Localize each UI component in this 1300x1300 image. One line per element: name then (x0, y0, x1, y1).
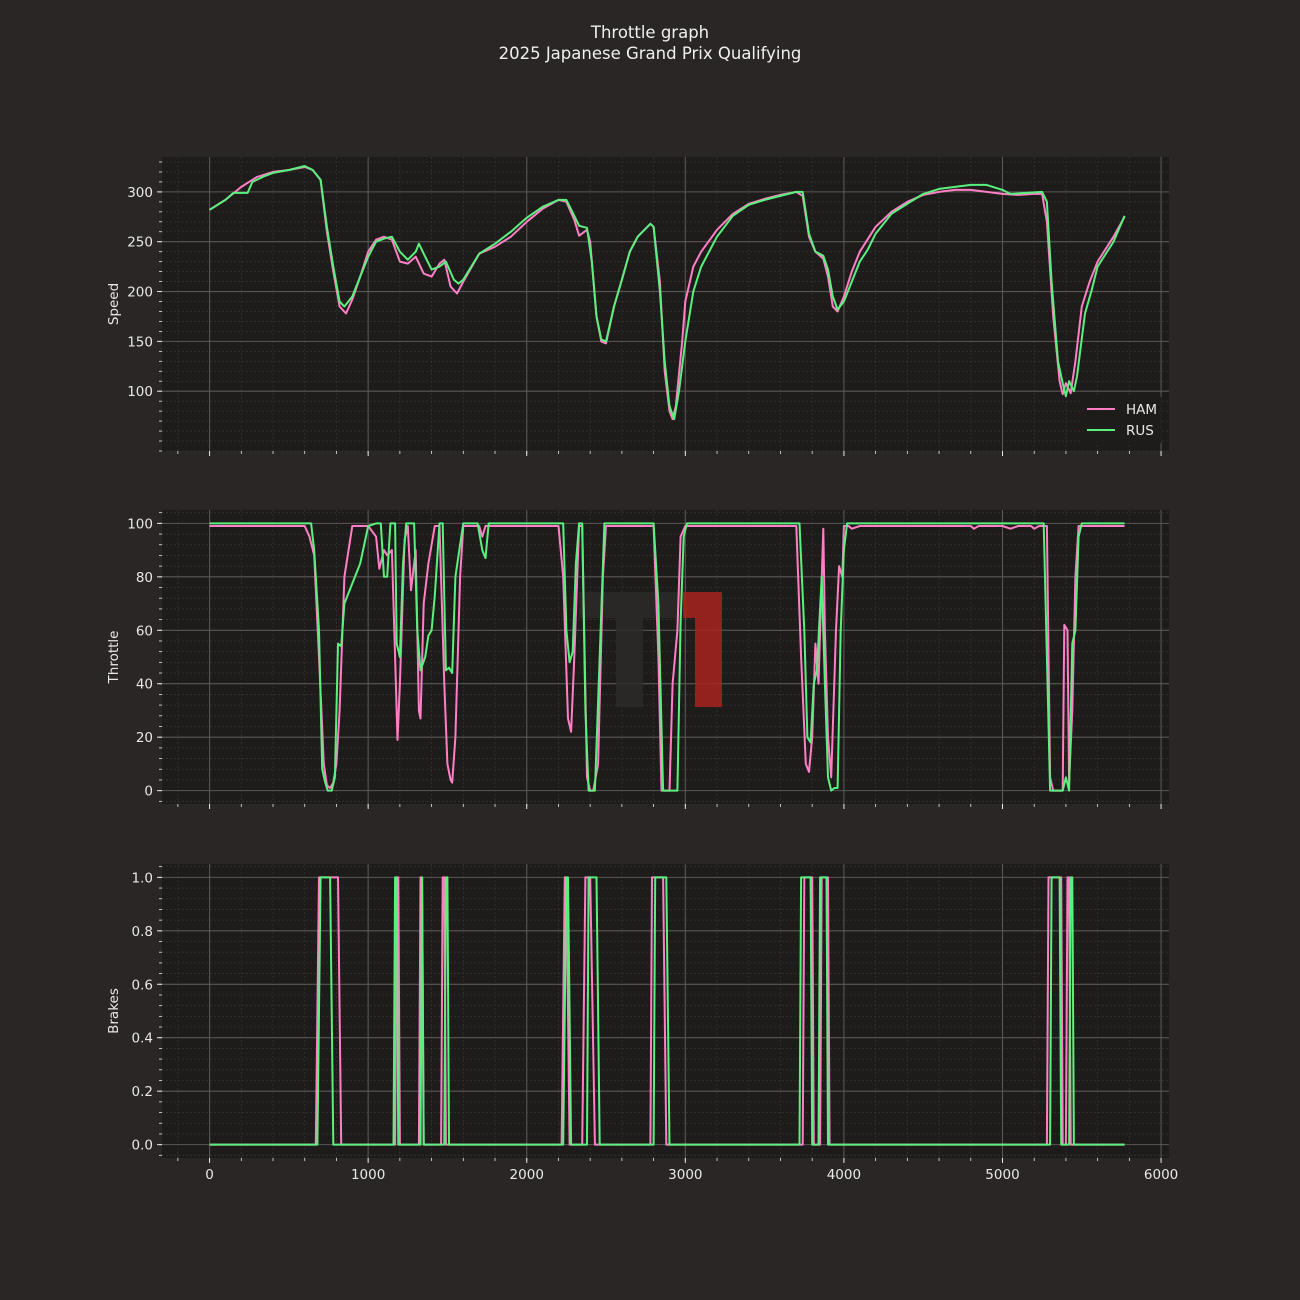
y-axis-label: Throttle (106, 631, 122, 685)
legend-label-rus: RUS (1126, 423, 1154, 439)
y-tick-label: 20 (136, 730, 153, 746)
x-tick-label: 2000 (510, 1167, 544, 1183)
x-tick-label: 4000 (827, 1167, 861, 1183)
x-tick-label: 0 (205, 1167, 214, 1183)
y-tick-label: 100 (127, 384, 153, 400)
plot-area (162, 510, 1169, 804)
y-axis-label: Speed (106, 283, 122, 325)
chart-subtitle: 2025 Japanese Grand Prix Qualifying (498, 44, 802, 63)
x-tick-label: 5000 (985, 1167, 1019, 1183)
series-line-ham (209, 525, 1125, 792)
y-tick-label: 40 (136, 677, 153, 693)
y-tick-label: 60 (136, 623, 153, 639)
panel-brakes: 0 1000 2000 3000 4000 5000 6000 0.0 0.2 0.4 0.6 0.8… (106, 864, 1178, 1183)
y-tick-label: 0 (144, 784, 153, 800)
plot-area (162, 157, 1169, 451)
y-tick-label: 300 (127, 185, 153, 201)
series-line-rus (209, 876, 1125, 1146)
series-line-rus (209, 165, 1126, 421)
watermark-logo-red-shape (683, 592, 722, 707)
y-tick-label: 0.8 (132, 924, 153, 940)
x-tick-label: 1000 (351, 1167, 385, 1183)
figure-title-block: Throttle graph 2025 Japanese Grand Prix … (0, 22, 1300, 64)
y-tick-label: 0.2 (132, 1084, 153, 1100)
y-axis-label: Brakes (106, 988, 122, 1034)
x-tick-label: 6000 (1144, 1167, 1178, 1183)
legend-label-ham: HAM (1126, 402, 1157, 418)
y-tick-label: 200 (127, 285, 153, 301)
y-tick-label: 250 (127, 235, 153, 251)
panel-throttle: 0 20 40 60 80 100 Throttle (106, 510, 1169, 809)
y-tick-label: 0.6 (132, 977, 153, 993)
series-line-rus (209, 522, 1125, 792)
watermark-logo-grey-shape (579, 592, 680, 707)
panel-speed: 100 150 200 250 300 Speed HAM RUS (106, 157, 1169, 456)
x-tick-label: 3000 (668, 1167, 702, 1183)
y-tick-label: 0.0 (132, 1138, 153, 1154)
chart-title: Throttle graph (590, 23, 710, 42)
y-tick-label: 1.0 (132, 870, 153, 886)
y-tick-label: 150 (127, 334, 153, 350)
y-tick-label: 100 (127, 516, 153, 532)
legend: HAM RUS (1080, 396, 1162, 444)
y-tick-label: 0.4 (132, 1031, 153, 1047)
y-tick-label: 80 (136, 570, 153, 586)
